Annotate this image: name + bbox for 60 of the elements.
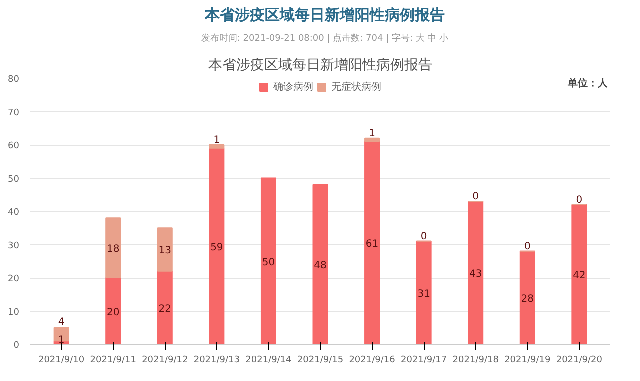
y-tick-label: 40 (8, 208, 20, 218)
y-tick-label: 60 (8, 142, 20, 152)
y-tick-label: 30 (8, 241, 20, 252)
bar (54, 327, 70, 342)
data-label: 1 (214, 135, 220, 146)
bar (157, 228, 173, 272)
x-tick-label: 2021/9/11 (90, 356, 136, 366)
bar (106, 218, 122, 278)
y-tick-label: 50 (8, 174, 20, 185)
data-label: 59 (210, 242, 224, 254)
bar (364, 138, 380, 142)
data-label: 18 (106, 244, 120, 256)
data-label: 1 (58, 334, 65, 346)
x-tick-label: 2021/9/15 (297, 356, 344, 366)
text: 本省涉疫区域每日新增阳性病例报告 (205, 5, 445, 26)
x-tick-label: 2021/9/10 (38, 356, 85, 366)
data-label: 4 (58, 316, 65, 328)
x-tick-label: 2021/9/13 (194, 356, 240, 366)
bar (209, 144, 225, 149)
bar (312, 184, 328, 344)
data-label: 0 (524, 241, 531, 252)
x-tick-label: 2021/9/16 (349, 356, 396, 366)
bar (416, 240, 432, 344)
bar (106, 278, 122, 344)
data-label: 50 (262, 257, 276, 268)
data-label: 1 (369, 128, 376, 140)
data-label: 61 (366, 239, 379, 250)
legend-label: 确诊病例 (274, 80, 314, 94)
x-tick-label: 2021/9/18 (452, 356, 500, 366)
bar (157, 270, 173, 344)
x-tick-label: 2021/9/19 (504, 356, 551, 366)
y-tick-label: 10 (8, 308, 20, 318)
x-tick-label: 2021/9/20 (556, 356, 603, 366)
data-label: 48 (314, 260, 327, 272)
data-label: 0 (420, 231, 428, 242)
text: 发布时间: 2021-09-21 08:00 | 点击数: 704 | 字号: 大 中 小 (201, 33, 449, 46)
y-tick-label: 0 (14, 341, 20, 351)
bar (260, 178, 276, 344)
legend-label: 无症状病例 (332, 80, 382, 94)
data-label: 0 (576, 194, 583, 206)
x-tick-label: 2021/9/14 (246, 356, 292, 366)
x-tick-label: 2021/9/12 (142, 356, 188, 366)
data-label: 22 (158, 304, 172, 315)
data-label: 0 (472, 192, 480, 203)
y-tick-label: 80 (8, 75, 20, 85)
chart-title: 本省涉疫区域每日新增阳性病例报告 (208, 58, 432, 74)
data-label: 42 (573, 270, 586, 282)
data-label: 28 (521, 294, 534, 305)
bar (520, 250, 536, 344)
bar (572, 204, 588, 344)
bar (364, 141, 380, 344)
data-label: 31 (418, 288, 430, 300)
x-tick-label: 2021/9/17 (401, 356, 448, 366)
bar (468, 201, 484, 344)
data-label: 43 (469, 269, 482, 280)
y-tick-label: 20 (8, 274, 20, 284)
data-label: 13 (158, 246, 172, 257)
data-label: 20 (106, 307, 120, 318)
bar (209, 148, 225, 344)
y-tick-label: 70 (8, 108, 20, 118)
